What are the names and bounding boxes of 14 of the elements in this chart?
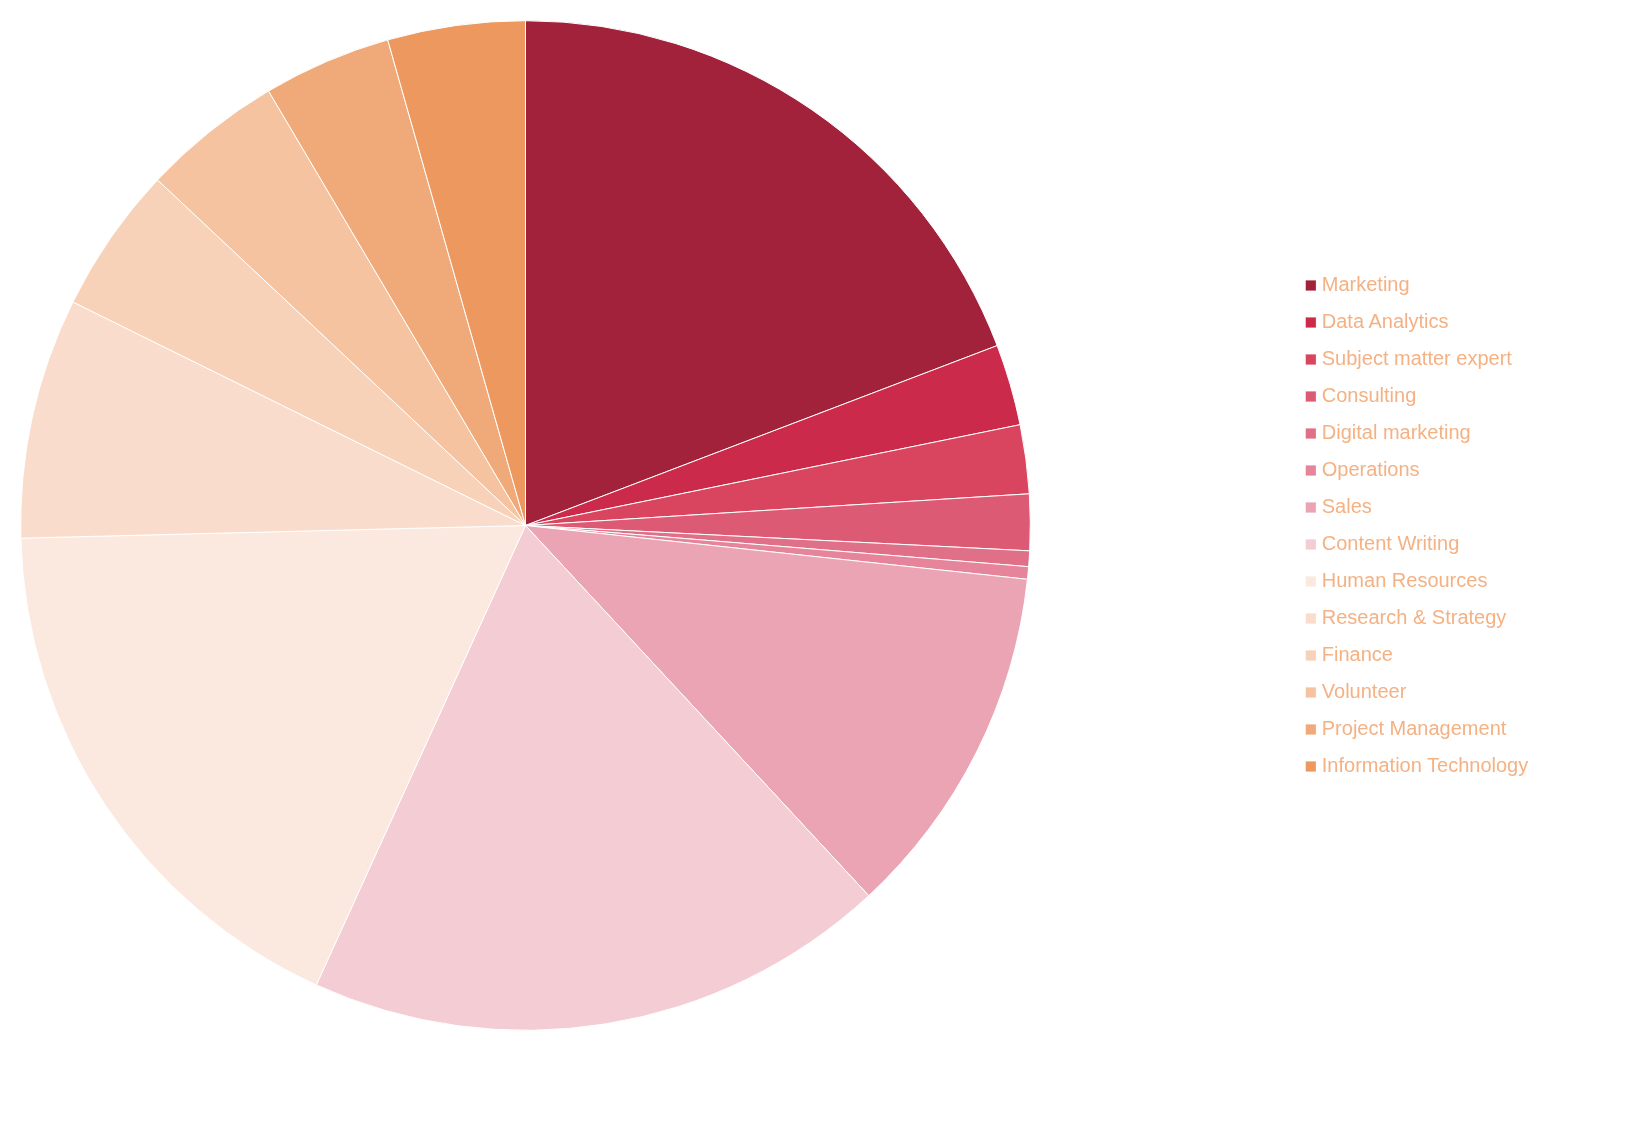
legend-label: Operations [1321, 458, 1420, 481]
legend-label: Human Resources [1321, 569, 1488, 592]
legend-label: Subject matter expert [1321, 347, 1512, 370]
legend-label: Research & Strategy [1321, 606, 1507, 629]
legend-label: Data Analytics [1321, 310, 1449, 333]
legend-label: Consulting [1321, 384, 1417, 407]
legend-label: Content Writing [1321, 532, 1460, 555]
legend-label: Project Management [1321, 717, 1507, 740]
legend-label: Sales [1321, 495, 1372, 518]
legend-label: Information Technology [1321, 754, 1529, 777]
legend-label: Marketing [1321, 273, 1410, 296]
legend-label: Volunteer [1321, 680, 1407, 703]
legend-label: Digital marketing [1321, 421, 1471, 444]
legend-label: Finance [1321, 643, 1393, 666]
